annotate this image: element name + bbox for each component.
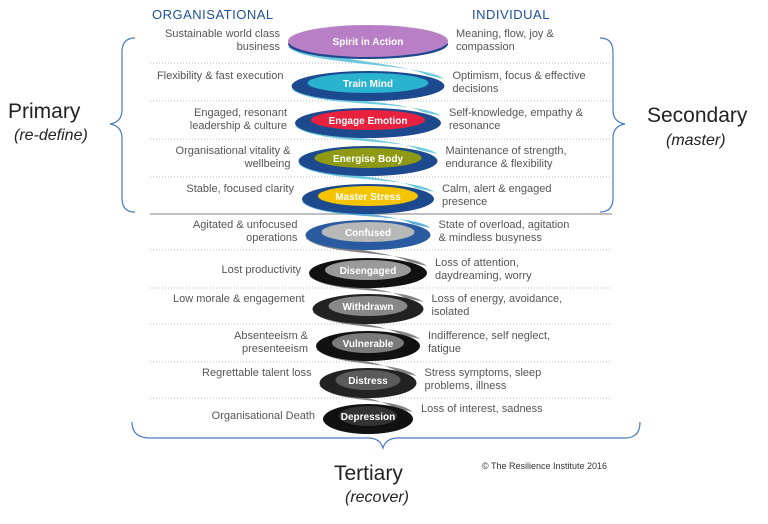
level-pill: [328, 296, 408, 316]
organisational-outcome: Flexibility & fast execution: [156, 70, 284, 82]
organisational-header: ORGANISATIONAL: [152, 7, 274, 22]
level-pill: [314, 148, 422, 168]
individual-outcome: Loss of interest, sadness: [421, 403, 543, 415]
individual-outcome: Loss of energy, avoidance, isolated: [431, 293, 563, 318]
tertiary-title: Tertiary: [334, 462, 403, 485]
copyright: © The Resilience Institute 2016: [482, 461, 608, 471]
level-pill: [321, 222, 415, 242]
organisational-outcome: Organisational Death: [211, 409, 315, 422]
individual-outcome: Calm, alert & engaged presence: [442, 183, 552, 208]
level-pill: [332, 333, 404, 353]
organisational-outcome: Regrettable talent loss: [202, 367, 312, 379]
individual-outcome: Maintenance of strength, endurance & fle…: [445, 145, 567, 170]
spiral-level: Withdrawn: [312, 294, 424, 324]
organisational-outcome: Low morale & engagement: [173, 293, 305, 305]
individual-outcome: State of overload, agitation & mindless …: [438, 219, 570, 244]
individual-outcome: Optimism, focus & effective decisions: [452, 70, 586, 95]
individual-outcome: Self-knowledge, empathy & resonance: [449, 107, 583, 132]
level-pill: [318, 186, 418, 206]
level-label: Distress: [348, 376, 388, 387]
individual-outcome: Stress symptoms, sleep problems, illness: [424, 367, 542, 392]
level-label: Withdrawn: [342, 302, 393, 313]
level-label: Train Mind: [343, 79, 393, 90]
organisational-outcome: Lost productivity: [221, 263, 301, 276]
organisational-outcome: Absenteeism & presenteeism: [234, 330, 308, 355]
organisational-outcome: Engaged, resonant leadership & culture: [189, 107, 287, 132]
organisational-outcome: Stable, focused clarity: [186, 183, 294, 195]
level-label: Disengaged: [340, 266, 397, 277]
level-label: Vulnerable: [343, 339, 394, 350]
spiral-level: Engage Emotion: [295, 108, 441, 138]
level-label: Spirit in Action: [333, 37, 404, 48]
secondary-title: Secondary: [647, 104, 748, 127]
organisational-outcome: Agitated & unfocused operations: [192, 219, 298, 244]
level-label: Master Stress: [335, 192, 401, 203]
level-pill: [325, 260, 411, 280]
spiral-level: Confused: [305, 220, 431, 250]
level-pill: [307, 73, 429, 93]
individual-header: INDIVIDUAL: [472, 7, 550, 22]
level-pill: [288, 25, 448, 57]
organisational-outcome: Organisational vitality & wellbeing: [175, 145, 291, 170]
spiral-level: Master Stress: [302, 184, 434, 214]
spiral-twist-band: [291, 87, 441, 116]
bottom-brace: [131, 421, 641, 451]
tertiary-subtitle: (recover): [345, 489, 410, 506]
spiral-level: Train Mind: [291, 71, 445, 101]
level-label: Energise Body: [333, 154, 403, 165]
level-pill: [339, 406, 397, 426]
level-label: Confused: [345, 228, 391, 239]
spiral-level: Vulnerable: [316, 331, 420, 361]
secondary-subtitle: (master): [666, 132, 726, 149]
individual-outcome: Meaning, flow, joy & compassion: [456, 28, 554, 53]
spiral-level: Energise Body: [298, 146, 438, 176]
level-pill: [311, 110, 425, 130]
organisational-outcome: Sustainable world class business: [165, 28, 280, 53]
spiral-level: Depression: [323, 404, 413, 434]
individual-outcome: Indifference, self neglect, fatigue: [428, 330, 551, 355]
spiral-twist-band: [295, 124, 438, 154]
left-brace: [109, 37, 136, 213]
level-pill: [335, 370, 401, 390]
spiral-level: Spirit in Action: [288, 25, 448, 59]
level-label: Engage Emotion: [329, 116, 408, 127]
spiral-level: Distress: [319, 368, 417, 398]
level-label: Depression: [341, 412, 395, 423]
spiral-level: Disengaged: [309, 258, 427, 288]
spiral-twist-band: [288, 45, 445, 79]
primary-subtitle: (re-define): [14, 127, 88, 144]
primary-title: Primary: [8, 100, 81, 123]
right-brace: [599, 37, 626, 213]
individual-outcome: Loss of attention, daydreaming, worry: [435, 257, 532, 282]
